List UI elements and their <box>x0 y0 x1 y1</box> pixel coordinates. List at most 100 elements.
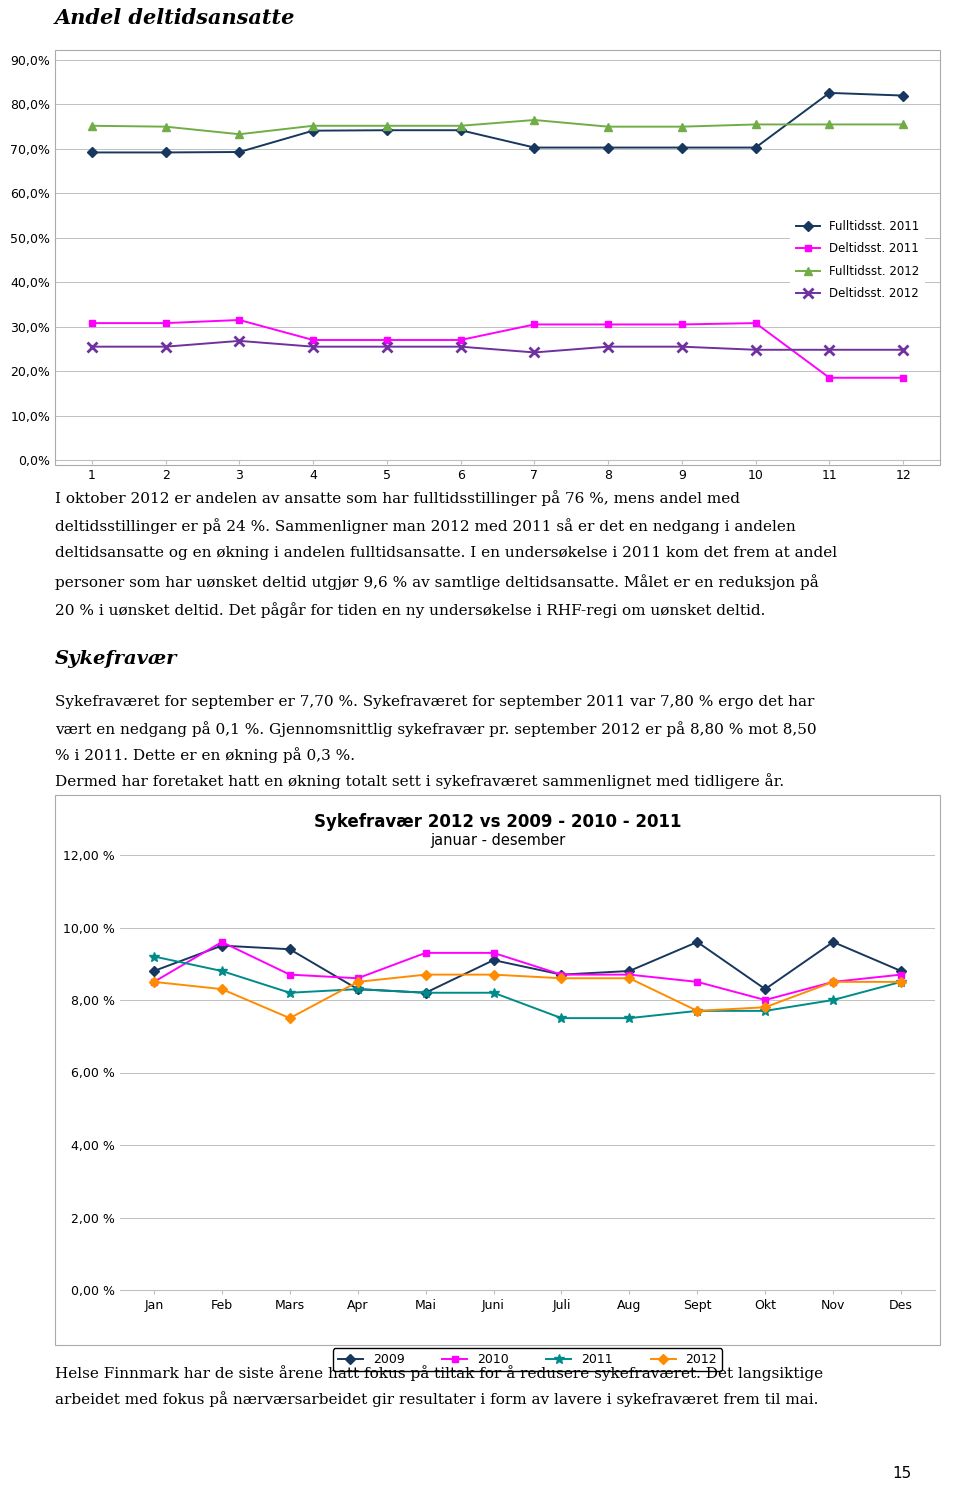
2011 <box>896 973 907 991</box>
2011 <box>352 981 364 999</box>
Line: 2012: 2012 <box>151 970 904 1021</box>
Line: 2010: 2010 <box>151 939 904 1003</box>
Fulltidsst. 2012 <box>676 118 687 136</box>
2011 <box>420 984 431 1002</box>
2010 <box>420 944 431 961</box>
2012 <box>759 999 771 1017</box>
2011 <box>148 948 159 966</box>
2010 <box>624 966 636 984</box>
Text: I oktober 2012 er andelen av ansatte som har fulltidsstillinger på 76 %, mens an: I oktober 2012 er andelen av ansatte som… <box>55 490 740 506</box>
Deltidsst. 2011 <box>824 369 835 387</box>
Deltidsst. 2012 <box>307 337 319 355</box>
Fulltidsst. 2012 <box>160 118 172 136</box>
2012 <box>691 1002 703 1020</box>
2010 <box>759 991 771 1009</box>
Fulltidsst. 2012 <box>602 118 613 136</box>
Line: Deltidsst. 2011: Deltidsst. 2011 <box>88 317 906 381</box>
2010 <box>828 973 839 991</box>
2010 <box>148 973 159 991</box>
Text: januar - desember: januar - desember <box>430 833 565 848</box>
2011 <box>828 991 839 1009</box>
2009 <box>352 981 364 999</box>
Text: Sykefravær: Sykefravær <box>55 649 178 667</box>
2009 <box>420 984 431 1002</box>
Fulltidsst. 2012 <box>86 116 98 134</box>
2011 <box>284 984 296 1002</box>
2010 <box>352 969 364 987</box>
2010 <box>216 933 228 951</box>
Line: Fulltidsst. 2011: Fulltidsst. 2011 <box>88 90 906 155</box>
2012 <box>352 973 364 991</box>
Fulltidsst. 2011 <box>381 121 393 139</box>
Deltidsst. 2011 <box>160 314 172 331</box>
Text: % i 2011. Dette er en økning på 0,3 %.: % i 2011. Dette er en økning på 0,3 %. <box>55 746 355 763</box>
2009 <box>624 961 636 979</box>
Deltidsst. 2011 <box>233 311 245 328</box>
Text: Andel deltidsansatte: Andel deltidsansatte <box>55 7 296 28</box>
Text: deltidsstillinger er på 24 %. Sammenligner man 2012 med 2011 så er det en nedgan: deltidsstillinger er på 24 %. Sammenlign… <box>55 518 796 534</box>
Deltidsst. 2011 <box>307 331 319 349</box>
2009 <box>148 961 159 979</box>
Line: 2009: 2009 <box>151 939 904 996</box>
Deltidsst. 2012 <box>86 337 98 355</box>
2012 <box>828 973 839 991</box>
Line: Deltidsst. 2012: Deltidsst. 2012 <box>87 336 908 357</box>
Fulltidsst. 2011 <box>455 121 467 139</box>
Line: 2011: 2011 <box>149 951 906 1023</box>
Fulltidsst. 2011 <box>233 143 245 161</box>
2009 <box>556 966 567 984</box>
Deltidsst. 2011 <box>86 314 98 331</box>
Deltidsst. 2012 <box>898 340 909 358</box>
Text: Dermed har foretaket hatt en økning totalt sett i sykefraværet sammenlignet med : Dermed har foretaket hatt en økning tota… <box>55 773 784 788</box>
2012 <box>216 981 228 999</box>
Text: deltidsansatte og en økning i andelen fulltidsansatte. I en undersøkelse i 2011 : deltidsansatte og en økning i andelen fu… <box>55 546 837 560</box>
2012 <box>556 969 567 987</box>
Text: arbeidet med fokus på nærværsarbeidet gir resultater i form av lavere i sykefrav: arbeidet med fokus på nærværsarbeidet gi… <box>55 1391 818 1406</box>
Fulltidsst. 2011 <box>676 139 687 157</box>
Text: vært en nedgang på 0,1 %. Gjennomsnittlig sykefravær pr. september 2012 er på 8,: vært en nedgang på 0,1 %. Gjennomsnittli… <box>55 721 817 738</box>
Deltidsst. 2012 <box>455 337 467 355</box>
Text: 20 % i uønsket deltid. Det pågår for tiden en ny undersøkelse i RHF-regi om uøns: 20 % i uønsket deltid. Det pågår for tid… <box>55 602 765 618</box>
Fulltidsst. 2012 <box>307 116 319 134</box>
2011 <box>759 1002 771 1020</box>
2010 <box>488 944 499 961</box>
2012 <box>624 969 636 987</box>
2009 <box>691 933 703 951</box>
2011 <box>216 961 228 979</box>
2012 <box>284 1009 296 1027</box>
Deltidsst. 2012 <box>602 337 613 355</box>
Fulltidsst. 2011 <box>602 139 613 157</box>
Fulltidsst. 2012 <box>233 125 245 143</box>
2012 <box>420 966 431 984</box>
Fulltidsst. 2012 <box>455 116 467 134</box>
Fulltidsst. 2011 <box>529 139 540 157</box>
Deltidsst. 2012 <box>381 337 393 355</box>
Legend: Fulltidsst. 2011, Deltidsst. 2011, Fulltidsst. 2012, Deltidsst. 2012: Fulltidsst. 2011, Deltidsst. 2011, Fullt… <box>790 213 925 306</box>
Fulltidsst. 2012 <box>381 116 393 134</box>
2010 <box>284 966 296 984</box>
2011 <box>556 1009 567 1027</box>
Text: personer som har uønsket deltid utgjør 9,6 % av samtlige deltidsansatte. Målet e: personer som har uønsket deltid utgjør 9… <box>55 573 819 590</box>
Legend: 2009, 2010, 2011, 2012: 2009, 2010, 2011, 2012 <box>333 1348 722 1372</box>
Text: Helse Finnmark har de siste årene hatt fokus på tiltak for å redusere sykefravær: Helse Finnmark har de siste årene hatt f… <box>55 1365 823 1381</box>
2009 <box>828 933 839 951</box>
Fulltidsst. 2011 <box>160 143 172 161</box>
Deltidsst. 2012 <box>824 340 835 358</box>
Deltidsst. 2012 <box>160 337 172 355</box>
Fulltidsst. 2012 <box>750 115 761 133</box>
Fulltidsst. 2011 <box>86 143 98 161</box>
Deltidsst. 2011 <box>676 315 687 333</box>
Deltidsst. 2012 <box>750 340 761 358</box>
2011 <box>691 1002 703 1020</box>
2009 <box>759 981 771 999</box>
2010 <box>556 966 567 984</box>
Text: Sykefravær 2012 vs 2009 - 2010 - 2011: Sykefravær 2012 vs 2009 - 2010 - 2011 <box>314 814 682 832</box>
Fulltidsst. 2011 <box>898 87 909 105</box>
Deltidsst. 2011 <box>602 315 613 333</box>
Fulltidsst. 2012 <box>898 115 909 133</box>
Fulltidsst. 2012 <box>529 110 540 128</box>
Text: Sykefraværet for september er 7,70 %. Sykefraværet for september 2011 var 7,80 %: Sykefraværet for september er 7,70 %. Sy… <box>55 696 814 709</box>
2010 <box>691 973 703 991</box>
Line: Fulltidsst. 2012: Fulltidsst. 2012 <box>87 116 907 139</box>
Deltidsst. 2011 <box>750 314 761 331</box>
